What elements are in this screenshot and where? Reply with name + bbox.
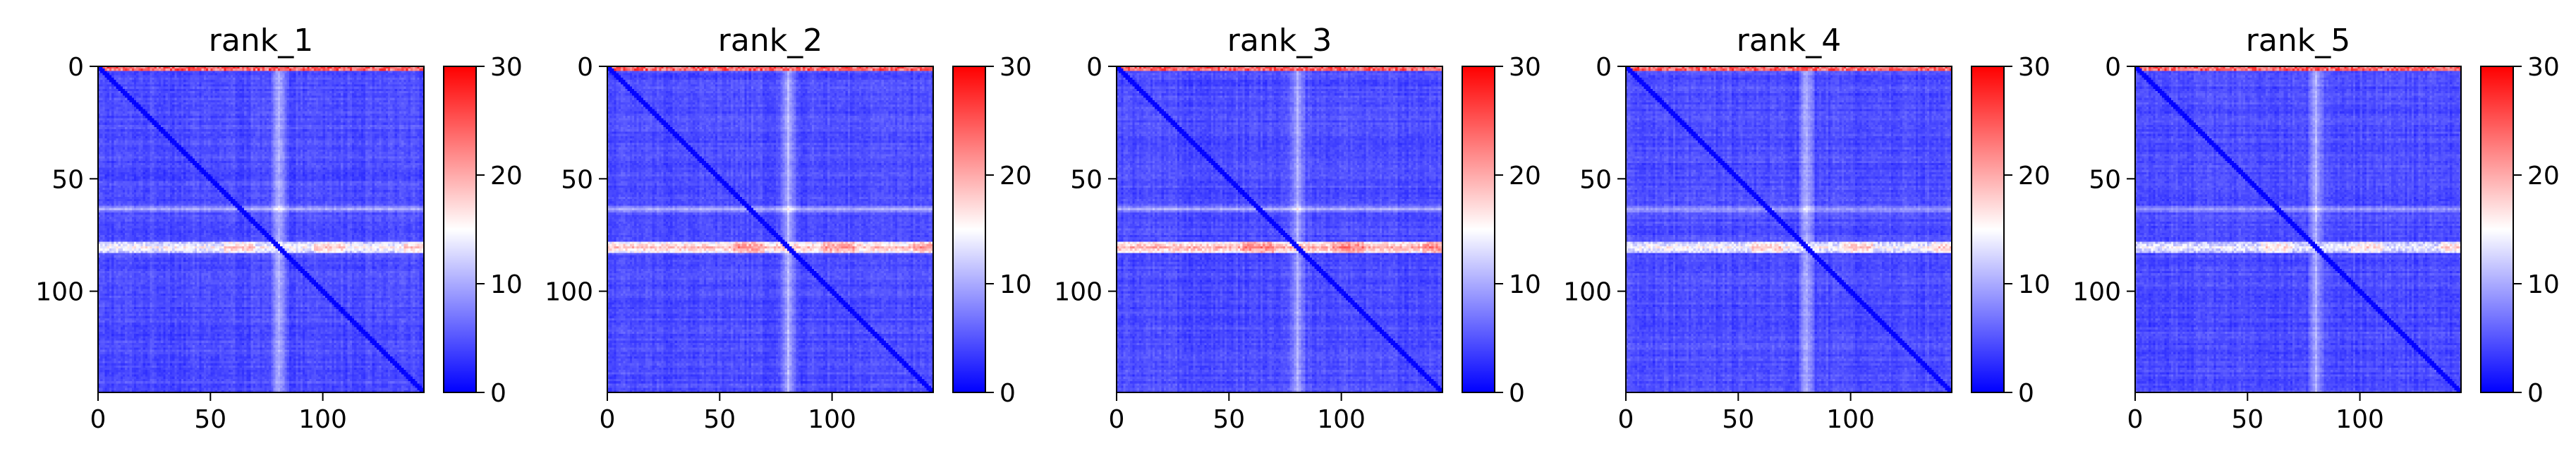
- x-tick-label: 0: [1618, 405, 1634, 434]
- panel-2: rank_2 0 50 100 0 50 100 0 10 20 30: [545, 23, 1032, 434]
- y-tick-label: 0: [2105, 53, 2121, 82]
- colorbar-tick-label: 10: [2527, 270, 2560, 299]
- panel-title: rank_2: [718, 23, 822, 59]
- colorbar-tick-label: 20: [490, 162, 523, 191]
- colorbar-tick-label: 20: [2527, 162, 2560, 191]
- x-tick-label: 0: [90, 405, 107, 434]
- panel-1: rank_1 0 50 100 0 50 100 0 10 20 30: [35, 23, 523, 434]
- x-tick-label: 100: [1317, 405, 1366, 434]
- y-tick-label: 0: [68, 53, 84, 82]
- colorbar-tick-label: 30: [1000, 53, 1032, 82]
- plot-frame: [2134, 66, 2462, 393]
- panel-title: rank_5: [2246, 23, 2350, 59]
- x-tick-label: 100: [1826, 405, 1875, 434]
- y-tick-label: 0: [577, 53, 593, 82]
- x-tick-label: 0: [1109, 405, 1125, 434]
- panel-title: rank_1: [209, 23, 313, 59]
- x-tick-label: 100: [2335, 405, 2384, 434]
- y-tick-label: 0: [1086, 53, 1102, 82]
- plot-frame: [97, 66, 425, 393]
- colorbar-tick-label: 30: [2527, 53, 2560, 82]
- colorbar: [444, 66, 476, 392]
- y-tick-label: 100: [1563, 278, 1612, 307]
- colorbar-tick-label: 20: [1509, 162, 1541, 191]
- x-tick-label: 100: [808, 405, 856, 434]
- x-tick-label: 50: [703, 405, 736, 434]
- colorbar-frame: [443, 66, 477, 393]
- y-tick-label: 50: [1070, 165, 1102, 194]
- y-tick-label: 100: [2072, 278, 2121, 307]
- colorbar-frame: [1971, 66, 2005, 393]
- colorbar: [1462, 66, 1495, 392]
- colorbar-tick-label: 20: [2018, 162, 2051, 191]
- colorbar: [1972, 66, 2004, 392]
- y-tick-label: 50: [561, 165, 593, 194]
- panel-5: rank_5 0 50 100 0 50 100 0 10 20 30: [2072, 23, 2560, 434]
- colorbar-tick-label: 30: [2018, 53, 2051, 82]
- y-tick-label: 50: [51, 165, 84, 194]
- plot-frame: [1625, 66, 1952, 393]
- colorbar-tick-label: 10: [1000, 270, 1032, 299]
- colorbar-frame: [1462, 66, 1495, 393]
- plot-frame: [607, 66, 934, 393]
- colorbar-frame: [2480, 66, 2514, 393]
- heatmap-image: [1117, 66, 1442, 392]
- colorbar-tick-label: 0: [1000, 379, 1016, 408]
- colorbar: [953, 66, 985, 392]
- x-tick-label: 50: [194, 405, 226, 434]
- x-tick-label: 50: [2231, 405, 2264, 434]
- panel-title: rank_3: [1227, 23, 1332, 59]
- plot-frame: [1116, 66, 1443, 393]
- x-tick-label: 50: [1213, 405, 1245, 434]
- panel-3: rank_3 0 50 100 0 50 100 0 10 20 30: [1054, 23, 1541, 434]
- colorbar-tick-label: 10: [490, 270, 523, 299]
- panel-title: rank_4: [1737, 23, 1841, 59]
- colorbar-tick-label: 20: [1000, 162, 1032, 191]
- heatmap-image: [98, 66, 424, 392]
- colorbar-tick-label: 0: [490, 379, 506, 408]
- colorbar-tick-label: 0: [2527, 379, 2544, 408]
- heatmap-image: [2135, 66, 2461, 392]
- x-tick-label: 0: [2127, 405, 2144, 434]
- colorbar-tick-label: 0: [2018, 379, 2034, 408]
- y-tick-label: 100: [35, 278, 84, 307]
- x-tick-label: 50: [1722, 405, 1754, 434]
- colorbar-tick-label: 10: [1509, 270, 1541, 299]
- panel-4: rank_4 0 50 100 0 50 100 0 10 20 30: [1563, 23, 2051, 434]
- colorbar-tick-label: 30: [1509, 53, 1541, 82]
- y-tick-label: 50: [2089, 165, 2121, 194]
- x-tick-label: 0: [600, 405, 616, 434]
- colorbar-tick-label: 0: [1509, 379, 1525, 408]
- x-tick-label: 100: [298, 405, 347, 434]
- colorbar-tick-label: 30: [490, 53, 523, 82]
- heatmap-image: [607, 66, 933, 392]
- heatmap-image: [1626, 66, 1952, 392]
- colorbar-tick-label: 10: [2018, 270, 2051, 299]
- y-tick-label: 100: [1054, 278, 1102, 307]
- y-tick-label: 100: [545, 278, 593, 307]
- y-tick-label: 0: [1596, 53, 1612, 82]
- colorbar-frame: [952, 66, 986, 393]
- y-tick-label: 50: [1579, 165, 1612, 194]
- colorbar: [2481, 66, 2513, 392]
